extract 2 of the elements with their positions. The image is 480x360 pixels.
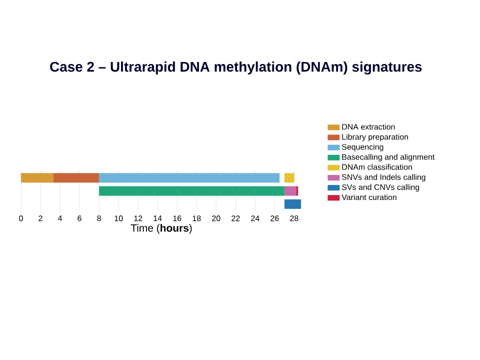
chart-title: Case 2 – Ultrarapid DNA methylation (DNAm) signatures	[50, 61, 422, 75]
x-axis-title: Time (hours)	[130, 224, 192, 234]
